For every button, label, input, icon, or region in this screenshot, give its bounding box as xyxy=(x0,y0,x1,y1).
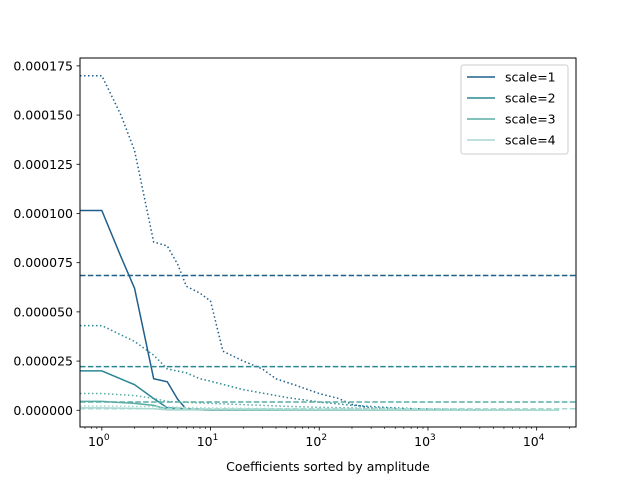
x-tick-label: 103 xyxy=(414,433,436,449)
legend: scale=1 scale=2 scale=3 scale=4 xyxy=(460,64,569,155)
x-tick-label: 104 xyxy=(523,433,545,449)
y-tick-label: 0.000000 xyxy=(13,403,73,418)
plot-frame xyxy=(79,57,577,428)
series-4-solid-line xyxy=(80,407,559,412)
y-tick-label: 0.000125 xyxy=(13,157,73,172)
x-tick-label: 100 xyxy=(88,433,110,449)
y-tick-label: 0.000175 xyxy=(13,58,73,73)
x-axis-label: Coefficients sorted by amplitude xyxy=(226,459,430,474)
y-tick-label: 0.000075 xyxy=(13,255,73,270)
y-tick-label: 0.000150 xyxy=(13,108,73,123)
x-axis: 100 101 102 103 104 xyxy=(84,427,570,449)
y-axis: 0.000000 0.000025 0.000050 0.000075 0.000100… xyxy=(13,58,80,418)
plot-area xyxy=(80,74,576,412)
y-tick-label: 0.000100 xyxy=(13,206,73,221)
y-tick-label: 0.000025 xyxy=(13,354,73,369)
series-group xyxy=(80,74,576,412)
y-tick-label: 0.000050 xyxy=(13,304,73,319)
legend-box xyxy=(460,64,569,155)
legend-label: scale=1 xyxy=(505,70,556,85)
x-tick-label: 101 xyxy=(197,433,219,449)
legend-label: scale=2 xyxy=(505,91,556,106)
legend-label: scale=3 xyxy=(505,112,556,127)
x-tick-label: 102 xyxy=(305,433,327,449)
legend-label: scale=4 xyxy=(505,133,556,148)
